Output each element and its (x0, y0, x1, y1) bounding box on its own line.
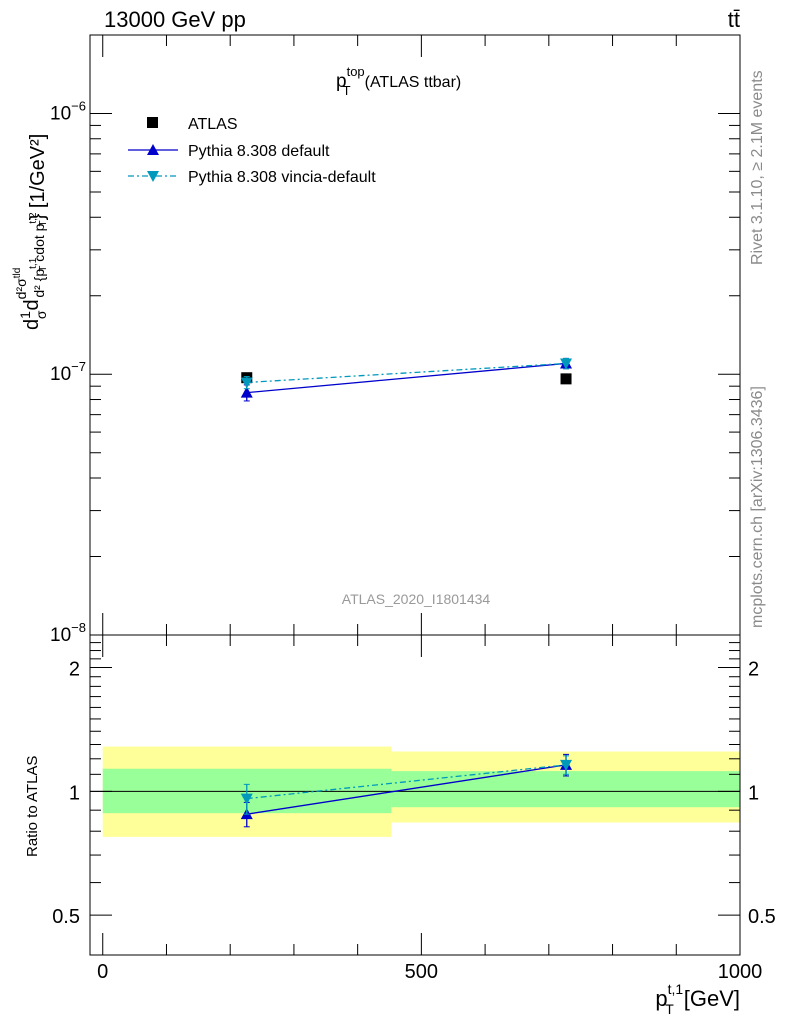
ratio-plot-frame (89, 634, 741, 956)
ratio-y-tick-label-right: 1 (748, 782, 759, 804)
ratio-y-tick-label-right: 0.5 (748, 906, 776, 928)
legend: ATLAS Pythia 8.308 default Pythia 8.308 … (128, 116, 376, 186)
main-y-axis-label: d1σdd²σtld d² {pt,1T cdot pt,2T} [1/GeV²] (12, 134, 49, 330)
ratio-ticks: 0.5 0.5 1 1 2 2 0 500 1000 (52, 635, 776, 983)
ratio-data-point (240, 793, 253, 805)
ratio-y-axis-label: Ratio to ATLAS (24, 756, 41, 857)
ratio-series-line (246, 764, 567, 815)
legend-atlas-label: ATLAS (188, 116, 238, 133)
legend-vincia-label: Pythia 8.308 vincia-default (188, 169, 376, 186)
main-series-line (246, 362, 567, 384)
legend-default-label: Pythia 8.308 default (188, 143, 330, 160)
ratio-y-tick-label-right: 2 (748, 659, 759, 681)
ratio-plot-panel: 0.5 0.5 1 1 2 2 0 500 1000 Ratio to ATLAS pt,1 T[… (24, 634, 776, 1017)
plot-title: ptop T (ATLAS ttbar) (336, 64, 461, 98)
header-left: 13000 GeV pp (104, 7, 246, 32)
mcplots-label: mcplots.cern.ch [arXiv:1306.3436] (749, 386, 766, 628)
ratio-y-tick-label: 2 (69, 659, 80, 681)
legend-default-marker (147, 144, 159, 155)
ratio-y-tick-label: 0.5 (52, 906, 80, 928)
ratio-series-group (240, 753, 573, 828)
main-y-ticks: 10−6 10−7 10−8 (50, 34, 741, 646)
main-y-tick-label: 10−7 (50, 359, 86, 385)
ratio-series-line (246, 764, 567, 800)
x-tick-label: 500 (405, 961, 438, 983)
x-axis-label: pt,1 T [GeV] (655, 981, 740, 1017)
main-data-point (240, 377, 253, 389)
ratio-y-tick-label: 1 (69, 782, 80, 804)
x-tick-label: 1000 (718, 961, 763, 983)
main-series-line (246, 362, 567, 394)
header-right: tt̄ (728, 7, 740, 32)
legend-vincia-marker (147, 171, 159, 182)
x-tick-label: 0 (97, 961, 108, 983)
legend-atlas-marker (147, 117, 158, 128)
main-data-point (560, 358, 573, 370)
main-y-tick-label: 10−6 (50, 98, 86, 124)
analysis-label: ATLAS_2020_I1801434 (342, 591, 491, 607)
ratio-band-inner (391, 771, 740, 808)
rivet-label: Rivet 3.1.10, ≥ 2.1M events (749, 70, 766, 265)
main-y-tick-label: 10−8 (50, 620, 86, 646)
main-data-point (240, 386, 253, 398)
main-plot-panel: 10−6 10−7 10−8 ptop T (ATLAS ttbar) ATLAS_20… (12, 34, 741, 646)
main-series-group (240, 357, 573, 402)
ratio-data-point (560, 759, 573, 771)
main-data-point (560, 373, 572, 385)
